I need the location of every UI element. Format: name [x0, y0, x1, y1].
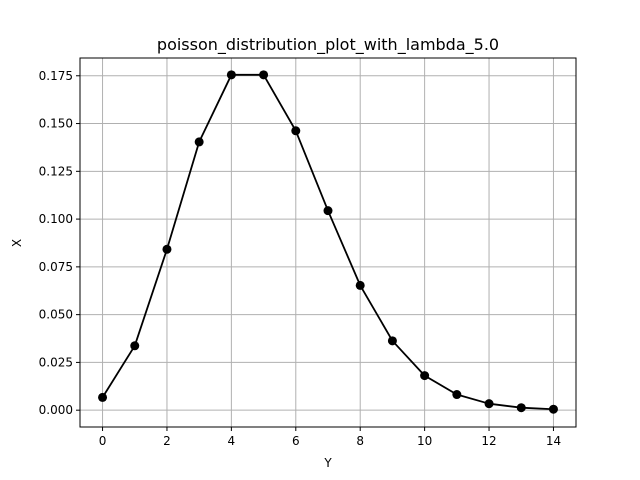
y-tick-label: 0.125	[39, 164, 73, 178]
data-point	[387, 336, 397, 346]
x-tick-label: 2	[163, 434, 171, 448]
plot-frame	[79, 57, 577, 428]
data-point	[130, 341, 140, 351]
x-tick-label: 14	[546, 434, 561, 448]
y-tick-label: 0.150	[39, 117, 73, 131]
grid	[80, 58, 576, 427]
data-point	[259, 70, 269, 80]
data-point	[162, 244, 172, 254]
x-tick-label: 0	[99, 434, 107, 448]
data-point	[323, 206, 333, 216]
data-point	[452, 390, 462, 400]
y-tick-label: 0.175	[39, 69, 73, 83]
data-point	[355, 280, 365, 290]
y-tick-label: 0.100	[39, 212, 73, 226]
chart-title: poisson_distribution_plot_with_lambda_5.…	[157, 35, 499, 55]
y-axis-label: X	[10, 239, 24, 247]
data-point	[226, 70, 236, 80]
x-tick-label: 12	[481, 434, 496, 448]
y-tick-label: 0.075	[39, 260, 73, 274]
x-tick-label: 10	[417, 434, 432, 448]
x-tick-label: 4	[228, 434, 236, 448]
data-point	[516, 403, 526, 413]
data-point	[548, 404, 558, 414]
x-tick-label: 8	[356, 434, 364, 448]
data-point	[291, 126, 301, 136]
x-axis-label: Y	[323, 456, 332, 470]
y-tick-label: 0.025	[39, 355, 73, 369]
x-tick-label: 6	[292, 434, 300, 448]
data-point	[484, 399, 494, 409]
axis-ticks: 0 2 4 6 8 10 12 14 0.000 0.025 0.050 0.075 0.100 0.12…	[39, 69, 561, 448]
y-tick-label: 0.050	[39, 308, 73, 322]
y-tick-label: 0.000	[39, 403, 73, 417]
data-point	[194, 137, 204, 147]
data-point	[98, 392, 108, 402]
data-point	[420, 371, 430, 381]
series-line-group	[98, 70, 558, 414]
